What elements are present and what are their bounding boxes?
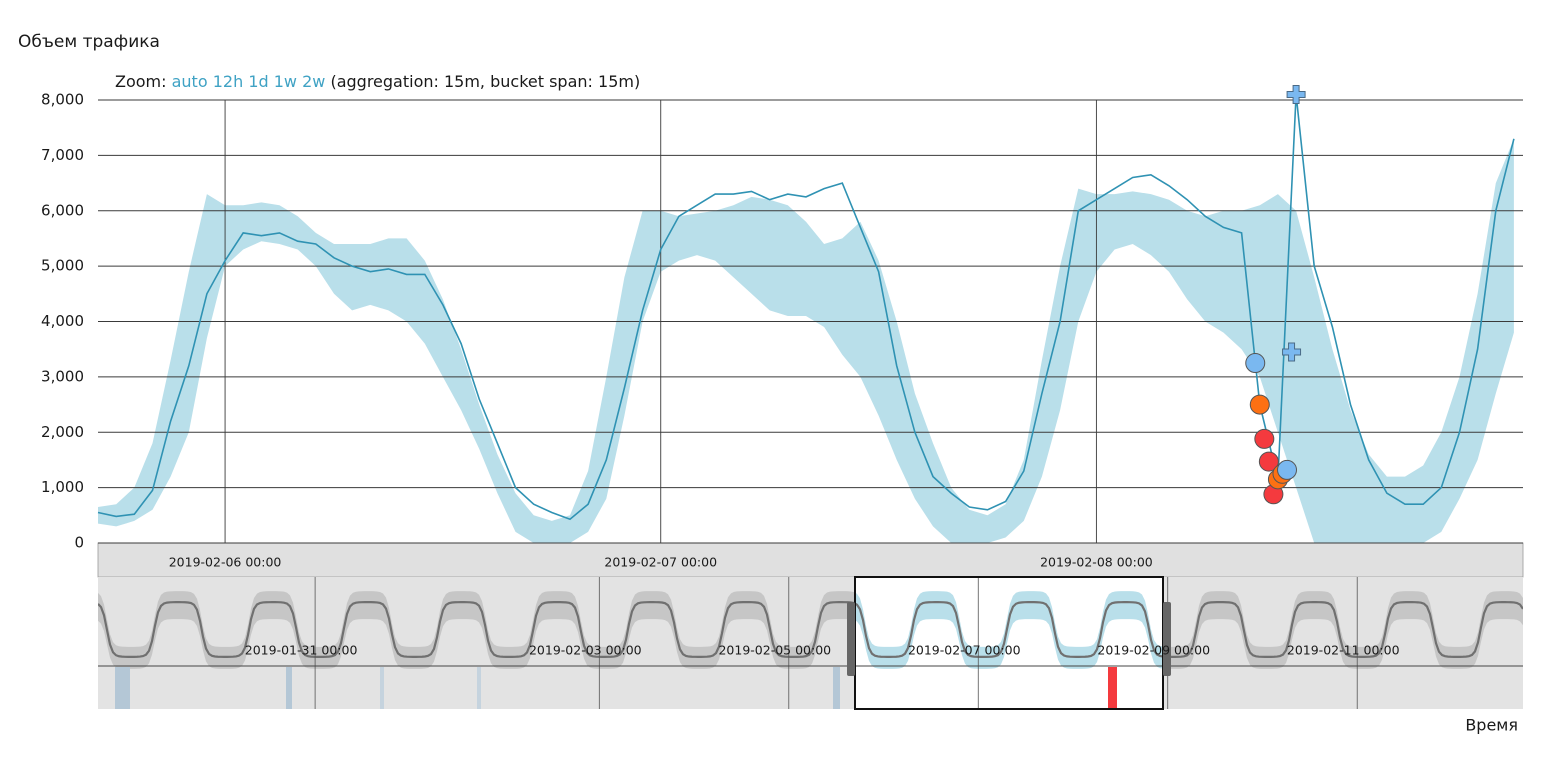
y-tick-label: 1,000	[41, 478, 84, 496]
brush-handle[interactable]	[1163, 602, 1171, 676]
zoom-label: Zoom:	[115, 72, 167, 91]
context-tick-label: 2019-01-31 00:00	[245, 643, 358, 658]
y-tick-label: 6,000	[41, 201, 84, 219]
context-tick-label: 2019-02-09 00:00	[1097, 643, 1210, 658]
anomaly-marker	[1277, 459, 1298, 480]
context-tick-label: 2019-02-11 00:00	[1287, 643, 1400, 658]
x-tick-label: 2019-02-06 00:00	[169, 555, 282, 570]
x-tick-label: 2019-02-07 00:00	[604, 555, 717, 570]
zoom-link[interactable]: auto	[172, 72, 208, 91]
y-tick-label: 2,000	[41, 423, 84, 441]
brush-handle[interactable]	[847, 602, 855, 676]
swimlane-cell	[115, 667, 130, 709]
y-tick-label: 3,000	[41, 367, 84, 385]
y-tick-label: 4,000	[41, 312, 84, 330]
swimlane-cell	[833, 667, 840, 709]
page-title: Объем трафика	[18, 32, 160, 52]
multi-bucket-marker	[1286, 84, 1306, 104]
swimlane	[115, 667, 840, 709]
context-selection	[855, 591, 1163, 669]
context-band	[855, 591, 1163, 669]
anomaly-marker	[1254, 428, 1275, 449]
x-axis-band	[97, 542, 1524, 578]
zoom-link[interactable]: 2w	[302, 72, 325, 91]
model-bounds	[98, 138, 1514, 544]
swimlane-cell	[477, 667, 481, 709]
anomaly-marker	[1245, 353, 1266, 374]
context-tick-label: 2019-02-05 00:00	[718, 643, 831, 658]
swimlane-anomaly	[1108, 667, 1117, 709]
x-tick-label: 2019-02-08 00:00	[1040, 555, 1153, 570]
x-axis-title: Время	[1465, 716, 1518, 735]
swimlane-cell	[380, 667, 384, 709]
zoom-bar: Zoom: auto 12h 1d 1w 2w (aggregation: 15…	[115, 72, 640, 91]
multi-bucket-marker	[1282, 342, 1302, 362]
zoom-link[interactable]: 1d	[248, 72, 268, 91]
y-tick-label: 7,000	[41, 146, 84, 164]
anomaly-marker	[1249, 394, 1270, 415]
anomaly-marker	[1258, 451, 1279, 472]
zoom-link[interactable]: 1w	[274, 72, 297, 91]
y-tick-label: 0	[74, 534, 84, 552]
y-tick-label: 8,000	[41, 91, 84, 109]
zoom-link[interactable]: 12h	[213, 72, 244, 91]
context-line	[98, 601, 1523, 658]
swimlane-cell	[286, 667, 292, 709]
zoom-note: (aggregation: 15m, bucket span: 15m)	[330, 72, 640, 91]
context-tick-label: 2019-02-03 00:00	[529, 643, 642, 658]
context-tick-label: 2019-02-07 00:00	[908, 643, 1021, 658]
y-tick-label: 5,000	[41, 257, 84, 275]
